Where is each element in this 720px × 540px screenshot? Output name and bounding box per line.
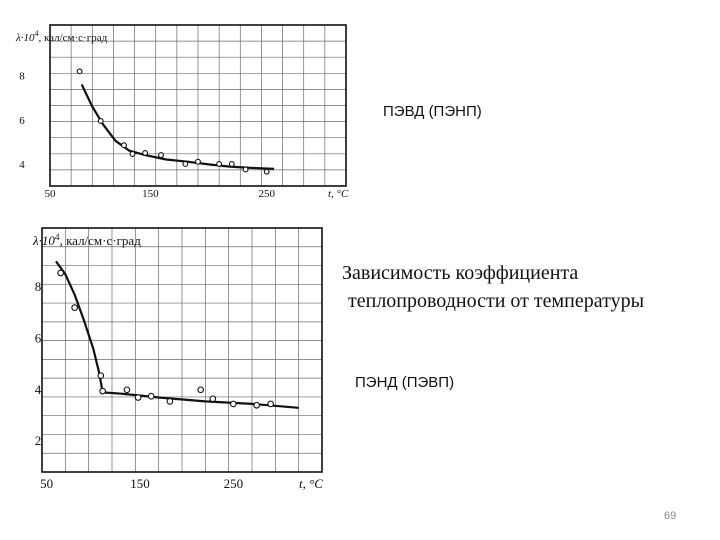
grid bbox=[50, 25, 346, 186]
chart-hdpe: λ·104, кал/см·с·град 2 4 6 8 50 150 250 t, °C bbox=[32, 227, 323, 491]
y-tick-label: 8 bbox=[35, 279, 42, 294]
y-tick-label: 4 bbox=[35, 382, 42, 397]
ldpe-label: ПЭВД (ПЭНП) bbox=[383, 103, 482, 120]
fit-curve bbox=[80, 84, 275, 170]
data-point bbox=[129, 151, 136, 157]
y-axis-label: λ·104, кал/см·с·град bbox=[32, 233, 141, 248]
data-point bbox=[158, 152, 164, 159]
data-point bbox=[242, 166, 249, 173]
data-point bbox=[76, 68, 83, 75]
data-point bbox=[97, 372, 105, 380]
x-tick-label: 250 bbox=[224, 476, 244, 491]
x-tick-label: 150 bbox=[142, 188, 159, 200]
data-point bbox=[253, 401, 261, 409]
y-axis-label: λ·104, кал/см·с·град bbox=[15, 29, 108, 44]
x-tick-label: 250 bbox=[258, 188, 275, 200]
data-point bbox=[142, 149, 149, 156]
data-point bbox=[97, 117, 104, 124]
hdpe-label: ПЭНД (ПЭВП) bbox=[355, 374, 455, 391]
data-point bbox=[166, 398, 174, 405]
data-point bbox=[216, 160, 223, 167]
data-point bbox=[123, 386, 131, 394]
x-tick-label: 50 bbox=[45, 188, 57, 200]
data-point bbox=[197, 386, 205, 394]
fit-curve bbox=[55, 260, 299, 409]
x-tick-label: 150 bbox=[130, 476, 150, 491]
data-point bbox=[147, 392, 155, 400]
grid bbox=[42, 228, 322, 472]
chart-ldpe: λ·104, кал/см·с·град 4 6 8 50 150 250 t, °C bbox=[15, 24, 349, 200]
y-tick-label: 2 bbox=[35, 433, 42, 448]
data-point bbox=[134, 394, 142, 401]
data-point bbox=[209, 395, 217, 403]
y-tick-label: 4 bbox=[19, 159, 25, 171]
data-point bbox=[229, 400, 237, 408]
x-axis-label: t, °C bbox=[328, 188, 349, 200]
y-tick-label: 8 bbox=[19, 71, 25, 83]
data-point bbox=[57, 269, 65, 277]
y-tick-label: 6 bbox=[19, 115, 25, 127]
data-point bbox=[195, 158, 201, 165]
data-point bbox=[228, 160, 235, 167]
data-point bbox=[121, 142, 127, 149]
page-number: 69 bbox=[664, 510, 677, 522]
y-tick-label: 6 bbox=[35, 330, 42, 345]
x-tick-label: 50 bbox=[40, 476, 53, 491]
caption-line-2: теплопроводности от температуры bbox=[348, 290, 645, 312]
data-point bbox=[263, 168, 270, 175]
plot-frame bbox=[49, 24, 347, 187]
x-axis-label: t, °C bbox=[299, 476, 323, 491]
data-point bbox=[182, 160, 189, 167]
data-point bbox=[267, 400, 275, 408]
data-point bbox=[99, 387, 107, 395]
caption-line-1: Зависимость коэффициента bbox=[342, 262, 579, 284]
data-point bbox=[71, 304, 79, 311]
plot-frame bbox=[41, 227, 323, 473]
